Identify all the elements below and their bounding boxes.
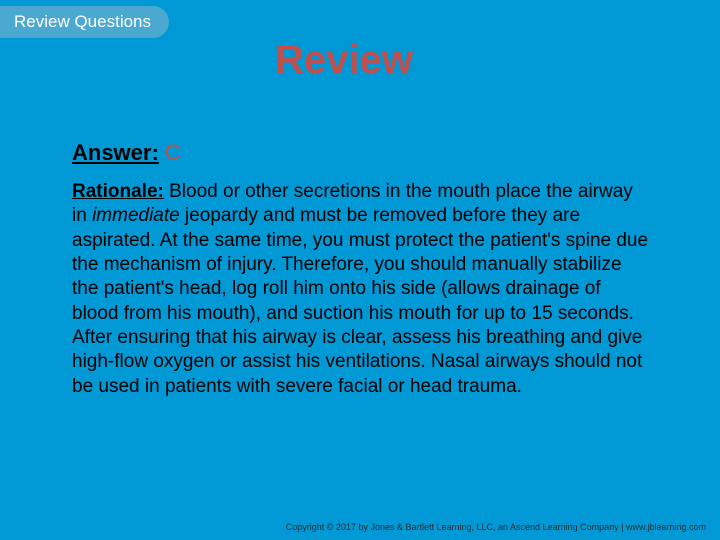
answer-line: Answer: C (72, 140, 652, 166)
tab-label: Review Questions (14, 12, 151, 31)
rationale-text-post: jeopardy and must be removed before they… (72, 205, 648, 396)
rationale-block: Rationale: Blood or other secretions in … (72, 180, 652, 399)
section-tab: Review Questions (0, 6, 169, 38)
slide-title: Review (275, 38, 413, 83)
content-area: Answer: C Rationale: Blood or other secr… (72, 140, 652, 399)
answer-value: C (159, 140, 181, 165)
copyright-footer: Copyright © 2017 by Jones & Bartlett Lea… (286, 522, 706, 532)
answer-label: Answer: (72, 140, 159, 165)
rationale-label: Rationale: (72, 181, 164, 202)
rationale-italic: immediate (92, 205, 180, 226)
